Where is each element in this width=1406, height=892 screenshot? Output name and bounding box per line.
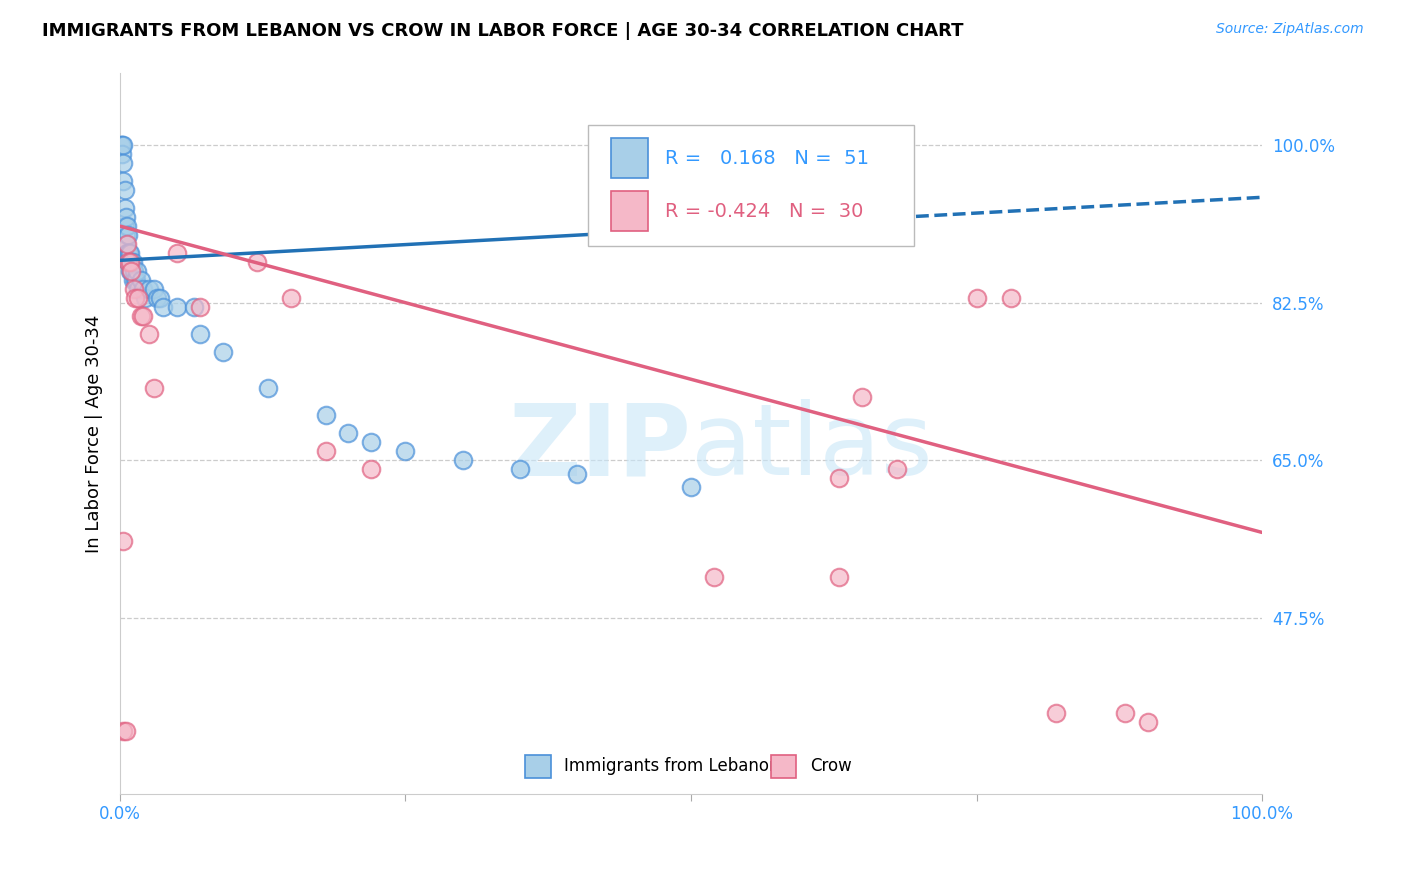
Text: R =   0.168   N =  51: R = 0.168 N = 51 [665, 149, 869, 168]
Point [120, 255, 142, 269]
Y-axis label: In Labor Force | Age 30-34: In Labor Force | Age 30-34 [86, 314, 103, 552]
Point [138, 282, 160, 296]
Point [127, 264, 149, 278]
Point [110, 138, 132, 153]
Point [112, 156, 135, 170]
Point [117, 255, 139, 269]
Point [211, 345, 233, 359]
Point [152, 300, 174, 314]
Point [166, 300, 188, 314]
Point [166, 246, 188, 260]
Point [112, 174, 135, 188]
Point [118, 255, 141, 269]
Text: Source: ZipAtlas.com: Source: ZipAtlas.com [1216, 22, 1364, 37]
Point [134, 291, 156, 305]
Point [127, 282, 149, 296]
Point [114, 237, 136, 252]
Point [246, 255, 269, 269]
Point [117, 255, 139, 269]
Point [143, 381, 166, 395]
FancyBboxPatch shape [770, 755, 796, 778]
Point [257, 381, 280, 395]
Point [451, 453, 474, 467]
Point [565, 467, 588, 481]
Point [679, 480, 702, 494]
Point [112, 534, 135, 549]
Text: Crow: Crow [810, 757, 852, 775]
Point [886, 462, 908, 476]
Point [828, 471, 851, 485]
Text: Immigrants from Lebanon: Immigrants from Lebanon [564, 757, 780, 775]
Point [188, 327, 211, 342]
Point [120, 264, 142, 278]
Point [117, 246, 139, 260]
Point [315, 444, 337, 458]
Point [120, 264, 142, 278]
Point [114, 219, 136, 234]
FancyBboxPatch shape [612, 138, 648, 178]
FancyBboxPatch shape [612, 192, 648, 231]
Point [828, 570, 851, 584]
Point [114, 723, 136, 738]
FancyBboxPatch shape [588, 125, 914, 246]
Point [129, 310, 152, 324]
Point [143, 282, 166, 296]
Point [509, 462, 531, 476]
Point [703, 570, 725, 584]
Point [145, 291, 167, 305]
Point [111, 147, 134, 161]
Point [114, 201, 136, 215]
Point [115, 237, 138, 252]
Point [114, 183, 136, 197]
Text: R = -0.424   N =  30: R = -0.424 N = 30 [665, 202, 863, 221]
Point [118, 246, 141, 260]
Point [1000, 291, 1022, 305]
Point [360, 435, 382, 450]
Point [138, 327, 160, 342]
Point [122, 282, 145, 296]
Point [124, 291, 146, 305]
Point [394, 444, 416, 458]
Text: IMMIGRANTS FROM LEBANON VS CROW IN LABOR FORCE | AGE 30-34 CORRELATION CHART: IMMIGRANTS FROM LEBANON VS CROW IN LABOR… [42, 22, 963, 40]
Point [132, 310, 155, 324]
Point [121, 273, 143, 287]
FancyBboxPatch shape [526, 755, 551, 778]
Point [114, 228, 136, 243]
Point [280, 291, 302, 305]
Point [337, 426, 360, 441]
Point [120, 255, 142, 269]
Point [124, 273, 146, 287]
Point [1045, 706, 1067, 720]
Point [1114, 706, 1136, 720]
Point [125, 273, 148, 287]
Point [127, 291, 149, 305]
Point [315, 409, 337, 423]
Point [120, 264, 142, 278]
Point [188, 300, 211, 314]
Point [122, 264, 145, 278]
Point [183, 300, 205, 314]
Point [112, 138, 135, 153]
Point [117, 228, 139, 243]
Point [114, 210, 136, 224]
Point [149, 291, 172, 305]
Point [115, 219, 138, 234]
Point [111, 138, 134, 153]
Point [112, 723, 135, 738]
Point [851, 390, 873, 404]
Point [115, 246, 138, 260]
Point [132, 282, 155, 296]
Point [1136, 714, 1159, 729]
Point [121, 255, 143, 269]
Text: atlas: atlas [690, 400, 932, 496]
Point [129, 273, 152, 287]
Point [966, 291, 988, 305]
Point [360, 462, 382, 476]
Point [120, 246, 142, 260]
Text: ZIP: ZIP [508, 400, 690, 496]
